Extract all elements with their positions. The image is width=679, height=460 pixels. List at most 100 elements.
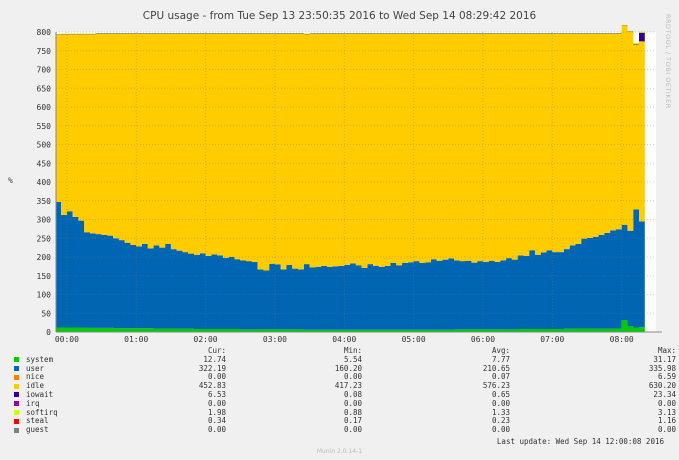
y-tick-label: 350 (37, 197, 52, 206)
legend-series-name: idle (26, 381, 45, 391)
legend-min-value: 0.00 (343, 398, 362, 408)
x-tick-label: 00:00 (55, 335, 79, 344)
legend-avg-value: 7.77 (491, 354, 510, 364)
legend-color-swatch (14, 427, 19, 433)
x-tick-label: 06:00 (471, 335, 495, 344)
series-area-user (56, 201, 645, 330)
legend-cur-value: 0.00 (207, 398, 226, 408)
legend-row-guest: guest 0.00 0.00 0.00 0.00 (14, 425, 676, 435)
legend-max-value: 1.16 (657, 416, 676, 426)
y-axis-label: % (8, 176, 13, 185)
y-tick-label: 400 (37, 178, 52, 187)
legend-swatch (14, 356, 24, 365)
legend-avg-value: 210.65 (482, 363, 510, 373)
y-tick-label: 300 (37, 216, 52, 225)
axis-layer: 0 50 100 150 200 250 300 350 400 450 500 550 600 650 7… (37, 28, 662, 344)
legend-row-idle: idle 452.83 417.23 576.23 630.20 (14, 381, 676, 391)
legend-header-cur: Cur: (207, 346, 226, 355)
legend-max-value: 0.00 (657, 398, 676, 408)
legend-avg-value: 0.65 (491, 389, 510, 399)
legend-color-swatch (14, 401, 19, 407)
legend-min-value: 160.20 (334, 363, 362, 373)
legend-series-name: system (26, 354, 54, 364)
legend-max-value: 23.34 (653, 389, 676, 399)
legend-min-value: 0.88 (343, 407, 362, 417)
legend-min-value: 0.08 (343, 389, 362, 399)
x-tick-label: 07:00 (540, 335, 564, 344)
legend-color-swatch (14, 366, 19, 372)
grid-layer (56, 31, 656, 333)
legend-color-swatch (14, 418, 19, 424)
legend-color-swatch (14, 410, 19, 416)
legend-max-value: 6.59 (657, 372, 676, 382)
legend-cur-value: 322.19 (198, 363, 226, 373)
legend-max-value: 0.00 (657, 425, 676, 435)
x-tick-label: 08:00 (610, 335, 634, 344)
y-tick-label: 250 (37, 234, 52, 243)
legend-color-swatch (14, 374, 19, 380)
legend-min-value: 0.00 (343, 372, 362, 382)
legend-series-name: nice (26, 372, 45, 382)
legend-cur-value: 0.00 (207, 372, 226, 382)
legend-avg-value: 0.00 (491, 425, 510, 435)
legend-row-softirq: softirq 1.98 0.88 1.33 3.13 (14, 407, 676, 418)
y-tick-label: 500 (37, 141, 52, 150)
rrdtool-watermark: RRDTOOL / TOBI OETIKER (664, 14, 672, 109)
munin-version: Munin 2.0.14-1 (316, 448, 363, 455)
legend-avg-value: 0.07 (491, 372, 510, 382)
legend-swatch (14, 426, 24, 435)
legend-header-max: Max: (657, 346, 676, 355)
legend-swatch (14, 373, 24, 382)
legend-row-iowait: iowait 6.53 0.08 0.65 23.34 (14, 389, 676, 400)
legend-header-min: Min: (343, 346, 362, 355)
x-tick-label: 02:00 (194, 335, 218, 344)
y-tick-label: 100 (37, 291, 52, 300)
legend-max-value: 3.13 (657, 407, 676, 417)
y-tick-label: 50 (41, 309, 51, 318)
legend-table: Cur: Min: Avg: Max: system 12.74 5.54 7.77 3… (14, 346, 676, 435)
chart-title: CPU usage - from Tue Sep 13 23:50:35 201… (142, 10, 537, 22)
legend-series-name: guest (26, 425, 49, 435)
legend-cur-value: 1.98 (207, 407, 226, 417)
x-tick-label: 01:00 (124, 335, 148, 344)
legend-avg-value: 0.00 (491, 398, 510, 408)
legend-row-steal: steal 0.34 0.17 0.23 1.16 (14, 417, 676, 426)
y-tick-label: 650 (37, 84, 52, 93)
x-tick-label: 04:00 (332, 335, 356, 344)
legend-swatch (14, 417, 24, 426)
legend-series-name: user (26, 363, 45, 373)
legend-header-avg: Avg: (491, 346, 510, 355)
legend-row-nice: nice 0.00 0.00 0.07 6.59 (14, 373, 676, 382)
series-area-system (56, 320, 645, 332)
y-tick-label: 750 (37, 47, 52, 56)
legend-min-value: 0.17 (343, 416, 362, 426)
y-tick-label: 450 (37, 159, 52, 168)
legend-avg-value: 1.33 (491, 407, 510, 417)
legend-series-name: iowait (26, 389, 54, 399)
y-tick-label: 800 (37, 28, 52, 37)
legend-header-row: Cur: Min: Avg: Max: (14, 346, 676, 356)
y-tick-label: 0 (46, 328, 51, 337)
legend-swatch (14, 400, 24, 409)
legend-color-swatch (14, 357, 19, 363)
legend-cur-value: 6.53 (207, 389, 226, 399)
legend-min-value: 5.54 (343, 354, 362, 364)
legend-cur-value: 0.34 (207, 416, 226, 426)
legend-series-name: steal (26, 416, 49, 426)
y-tick-label: 200 (37, 253, 52, 262)
y-tick-label: 700 (37, 66, 52, 75)
legend-avg-value: 576.23 (482, 381, 510, 391)
legend-swatch (14, 365, 24, 374)
legend-series-name: softirq (26, 407, 58, 417)
legend-max-value: 630.20 (648, 381, 676, 391)
last-update-text: Last update: Wed Sep 14 12:00:08 2016 (496, 437, 664, 446)
legend-row-system: system 12.74 5.54 7.77 31.17 (14, 354, 676, 365)
legend-max-value: 31.17 (653, 354, 676, 364)
legend-cur-value: 0.00 (207, 425, 226, 435)
legend-swatch (14, 382, 24, 391)
legend-series-name: irq (26, 398, 40, 408)
x-tick-label: 03:00 (263, 335, 287, 344)
series-area-idle (56, 25, 645, 271)
legend-max-value: 335.98 (648, 363, 676, 373)
legend-swatch (14, 391, 24, 400)
